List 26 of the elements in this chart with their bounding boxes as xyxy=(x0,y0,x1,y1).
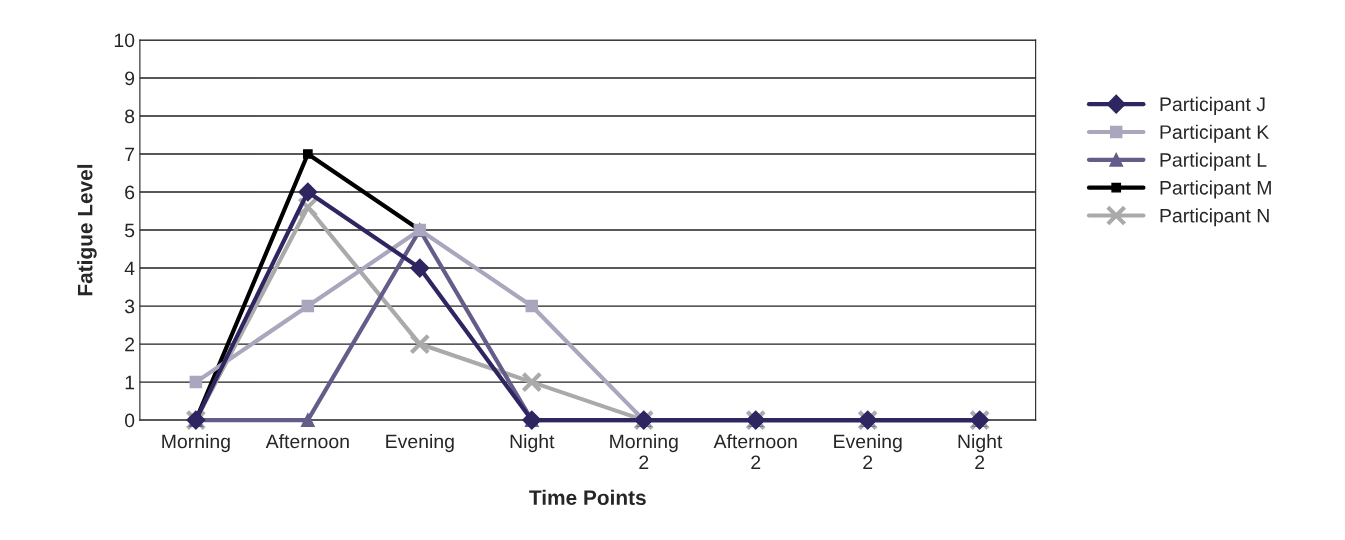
x-tick-label: Night xyxy=(510,434,555,453)
y-tick-label: 5 xyxy=(124,223,135,238)
x-tick-label: Evening xyxy=(386,434,454,453)
legend-label: Participant J xyxy=(1160,96,1265,115)
x-tick-label: Afternoon xyxy=(265,434,349,449)
x-tick-label: Night 2 xyxy=(958,434,1003,470)
y-tick-label: 7 xyxy=(125,147,135,162)
y-tick-label: 6 xyxy=(125,185,135,200)
y-tick-label: 0 xyxy=(124,413,135,428)
legend-label: Participant K xyxy=(1160,124,1269,143)
legend-label: Participant M xyxy=(1160,180,1271,199)
y-tick-label: 8 xyxy=(125,109,135,124)
y-axis-title: Fatigue Level xyxy=(77,164,97,296)
y-tick-label: 1 xyxy=(125,375,135,390)
y-tick-label: 4 xyxy=(124,261,135,276)
x-axis-title: Time Points xyxy=(529,489,646,506)
y-tick-label: 2 xyxy=(125,337,135,352)
y-tick-label: 9 xyxy=(125,71,135,86)
legend-label: Participant N xyxy=(1160,208,1269,227)
y-tick-label: 10 xyxy=(114,33,135,48)
x-tick-label: Evening 2 xyxy=(834,434,902,470)
x-tick-label: Morning 2 xyxy=(610,434,678,470)
legend-label: Participant L xyxy=(1160,152,1267,171)
x-tick-label: Afternoon 2 xyxy=(713,434,797,470)
x-tick-label: Morning xyxy=(162,434,230,453)
y-tick-label: 3 xyxy=(124,299,135,314)
